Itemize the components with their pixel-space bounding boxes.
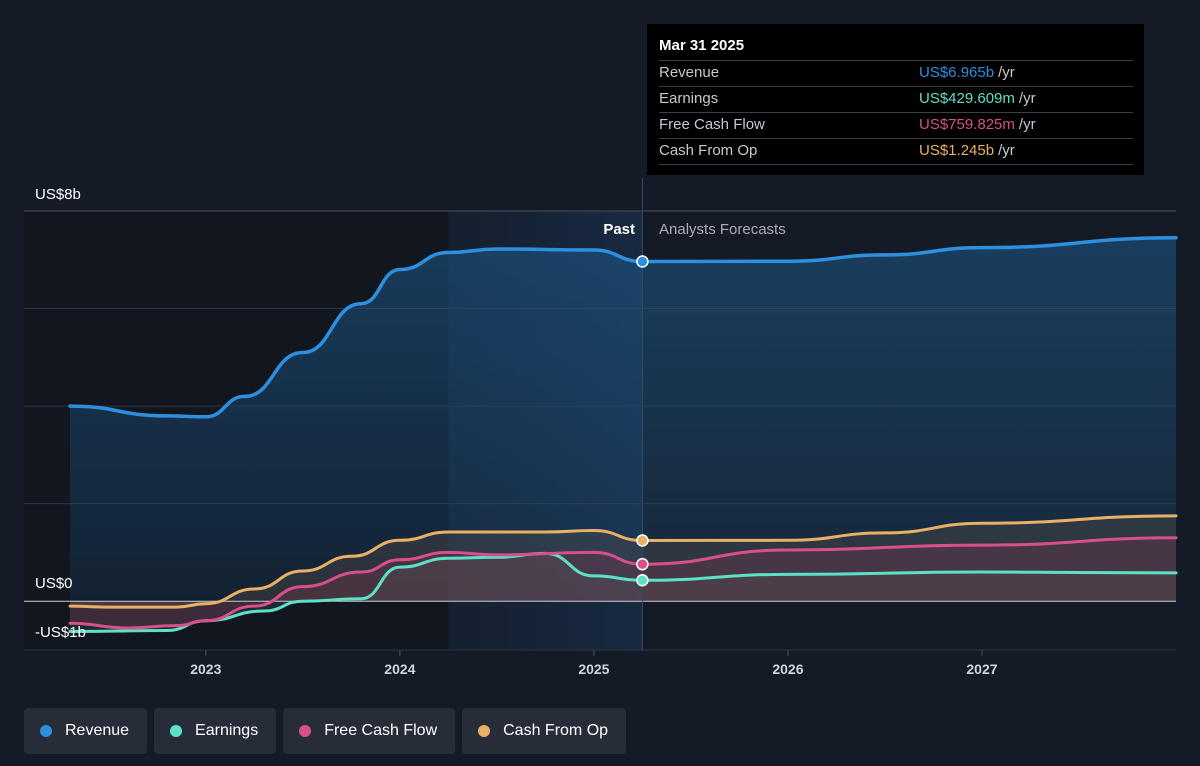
y-label-bottom: -US$1b [35, 624, 86, 641]
legend-item-cash-from-op[interactable]: Cash From Op [462, 708, 627, 754]
tooltip-row-value: US$1.245b [919, 142, 995, 159]
legend-label: Earnings [195, 722, 259, 739]
legend-dot-icon [478, 725, 491, 737]
legend-item-revenue[interactable]: Revenue [24, 708, 148, 754]
tooltip-row-unit: /yr [998, 142, 1015, 159]
tooltip: Mar 31 2025 Revenue US$6.965b /yr Earnin… [647, 24, 1144, 175]
legend-item-free-cash-flow[interactable]: Free Cash Flow [283, 708, 456, 754]
x-tick-label: 2024 [384, 661, 415, 677]
legend: Revenue Earnings Free Cash Flow Cash Fro… [24, 708, 627, 754]
tooltip-row-value: US$759.825m [919, 116, 1015, 133]
y-label-zero: US$0 [35, 575, 73, 592]
tooltip-row-value: US$429.609m [919, 90, 1015, 107]
forecast-label: Analysts Forecasts [659, 221, 786, 238]
y-label-top: US$8b [35, 186, 81, 203]
fcf-line [68, 536, 1178, 630]
tooltip-row-unit: /yr [1018, 116, 1036, 133]
x-tick-label: 2025 [578, 661, 609, 677]
x-tick-label: 2023 [190, 661, 221, 677]
cfo-marker [636, 534, 649, 547]
past-label: Past [603, 221, 635, 238]
series-lines [68, 236, 1178, 633]
tooltip-row-label: Free Cash Flow [659, 116, 765, 133]
x-axis-ticks: 2023 2024 2025 2026 2027 [190, 650, 998, 677]
fcf-marker [636, 557, 649, 571]
legend-label: Free Cash Flow [324, 722, 438, 739]
tooltip-row-label: Revenue [659, 64, 720, 81]
tooltip-row-cfo: Cash From Op US$1.245b /yr [659, 138, 1133, 165]
series-areas [70, 237, 1176, 632]
legend-dot-icon [170, 725, 183, 737]
tooltip-row-revenue: Revenue US$6.965b /yr [659, 60, 1133, 86]
x-tick-label: 2026 [772, 661, 803, 677]
earnings-marker [636, 574, 649, 587]
x-tick-label: 2027 [966, 661, 997, 677]
cfo-line [68, 514, 1178, 609]
legend-dot-icon [299, 725, 312, 737]
legend-label: Cash From Op [503, 722, 609, 739]
tooltip-row-label: Cash From Op [659, 142, 758, 159]
tooltip-row-label: Earnings [659, 90, 719, 107]
revenue-area [70, 237, 1176, 602]
revenue-marker [636, 255, 649, 268]
tooltip-row-fcf: Free Cash Flow US$759.825m /yr [659, 112, 1133, 138]
financials-chart: US$8b US$0 -US$1b Past Analysts Forecast… [24, 178, 1178, 677]
tooltip-row-earnings: Earnings US$429.609m /yr [659, 86, 1133, 112]
earnings-line [68, 551, 1178, 633]
fcf-area [70, 537, 1176, 628]
legend-dot-icon [40, 725, 52, 737]
tooltip-row-value: US$6.965b [919, 64, 995, 81]
legend-item-earnings[interactable]: Earnings [154, 708, 277, 754]
series-markers [636, 255, 649, 587]
revenue-line [68, 236, 1178, 419]
legend-label: Revenue [65, 722, 130, 739]
tooltip-date: Mar 31 2025 [659, 37, 745, 54]
tooltip-row-unit: /yr [998, 64, 1015, 81]
tooltip-row-unit: /yr [1018, 90, 1036, 107]
